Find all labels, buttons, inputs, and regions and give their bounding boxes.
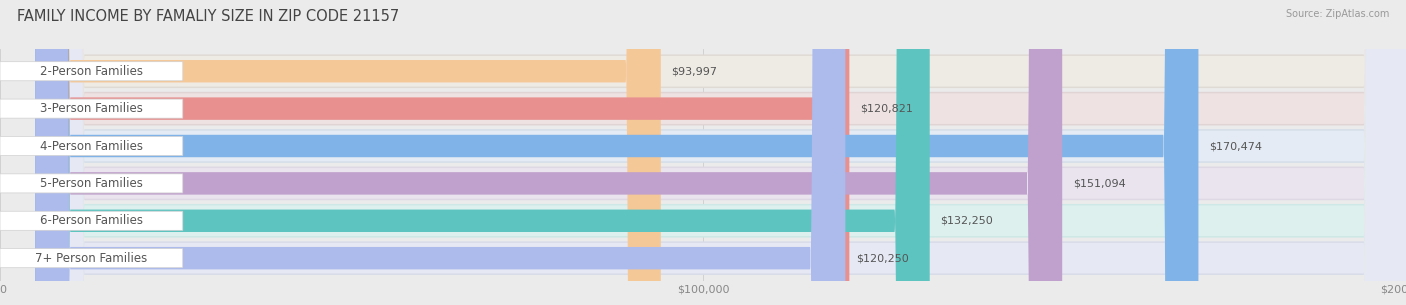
FancyBboxPatch shape	[35, 0, 929, 305]
FancyBboxPatch shape	[0, 136, 183, 156]
FancyBboxPatch shape	[42, 0, 1406, 305]
FancyBboxPatch shape	[0, 249, 183, 268]
FancyBboxPatch shape	[0, 62, 183, 81]
FancyBboxPatch shape	[0, 211, 183, 230]
FancyBboxPatch shape	[42, 0, 1406, 305]
Text: $93,997: $93,997	[671, 66, 717, 76]
FancyBboxPatch shape	[42, 0, 1406, 305]
FancyBboxPatch shape	[42, 0, 1406, 305]
FancyBboxPatch shape	[0, 174, 183, 193]
Text: $151,094: $151,094	[1073, 178, 1125, 188]
FancyBboxPatch shape	[35, 0, 849, 305]
FancyBboxPatch shape	[42, 0, 1406, 305]
Text: 5-Person Families: 5-Person Families	[39, 177, 143, 190]
Text: 6-Person Families: 6-Person Families	[39, 214, 143, 227]
FancyBboxPatch shape	[35, 0, 1062, 305]
Text: Source: ZipAtlas.com: Source: ZipAtlas.com	[1285, 9, 1389, 19]
FancyBboxPatch shape	[42, 0, 1406, 305]
FancyBboxPatch shape	[35, 0, 661, 305]
FancyBboxPatch shape	[35, 0, 1198, 305]
FancyBboxPatch shape	[42, 0, 1406, 305]
Text: 4-Person Families: 4-Person Families	[39, 139, 143, 152]
Text: $132,250: $132,250	[941, 216, 993, 226]
FancyBboxPatch shape	[42, 0, 1406, 305]
FancyBboxPatch shape	[42, 0, 1406, 305]
Text: $170,474: $170,474	[1209, 141, 1263, 151]
FancyBboxPatch shape	[42, 0, 1406, 305]
Text: 7+ Person Families: 7+ Person Families	[35, 252, 148, 265]
Text: 2-Person Families: 2-Person Families	[39, 65, 143, 78]
FancyBboxPatch shape	[42, 0, 1406, 305]
FancyBboxPatch shape	[42, 0, 1406, 305]
Text: $120,250: $120,250	[856, 253, 908, 263]
FancyBboxPatch shape	[35, 0, 845, 305]
Text: FAMILY INCOME BY FAMALIY SIZE IN ZIP CODE 21157: FAMILY INCOME BY FAMALIY SIZE IN ZIP COD…	[17, 9, 399, 24]
Text: 3-Person Families: 3-Person Families	[39, 102, 143, 115]
Text: $120,821: $120,821	[860, 104, 912, 114]
FancyBboxPatch shape	[0, 99, 183, 118]
